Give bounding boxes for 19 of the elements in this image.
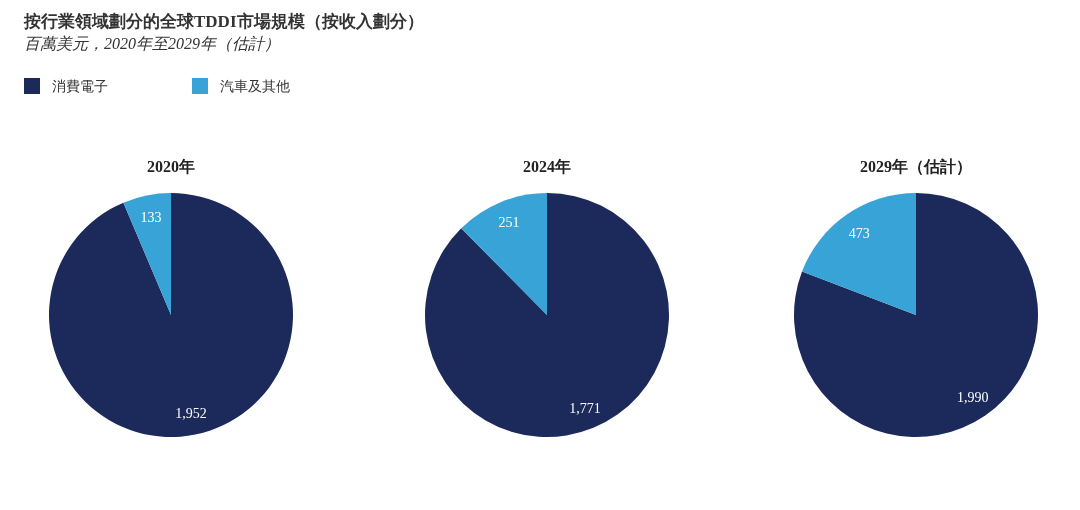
pie-slice bbox=[123, 193, 171, 315]
data-label: 473 bbox=[848, 225, 870, 241]
data-label: 1,771 bbox=[569, 400, 601, 416]
pie-slice bbox=[49, 193, 293, 437]
data-label: 1,990 bbox=[957, 390, 989, 406]
text: 2020年 bbox=[147, 158, 195, 175]
pie-slice bbox=[802, 193, 916, 315]
data-label: 251 bbox=[498, 215, 520, 231]
text: 按行業領域劃分的全球TDDI市場規模（按收入劃分） bbox=[23, 12, 424, 31]
pie-slice bbox=[794, 193, 1038, 437]
legend-label: 消費電子 bbox=[52, 79, 108, 94]
chart-title: 2029年（估計） bbox=[860, 158, 972, 176]
legend-label: 汽車及其他 bbox=[220, 79, 290, 94]
text: 百萬美元，2020年至2029年（估計） bbox=[24, 35, 280, 52]
data-label: 133 bbox=[140, 209, 162, 225]
pie-slice bbox=[461, 193, 547, 315]
pie-slice bbox=[425, 193, 669, 437]
chart-title: 2024年 bbox=[523, 158, 571, 175]
data-label: 1,952 bbox=[175, 406, 207, 422]
